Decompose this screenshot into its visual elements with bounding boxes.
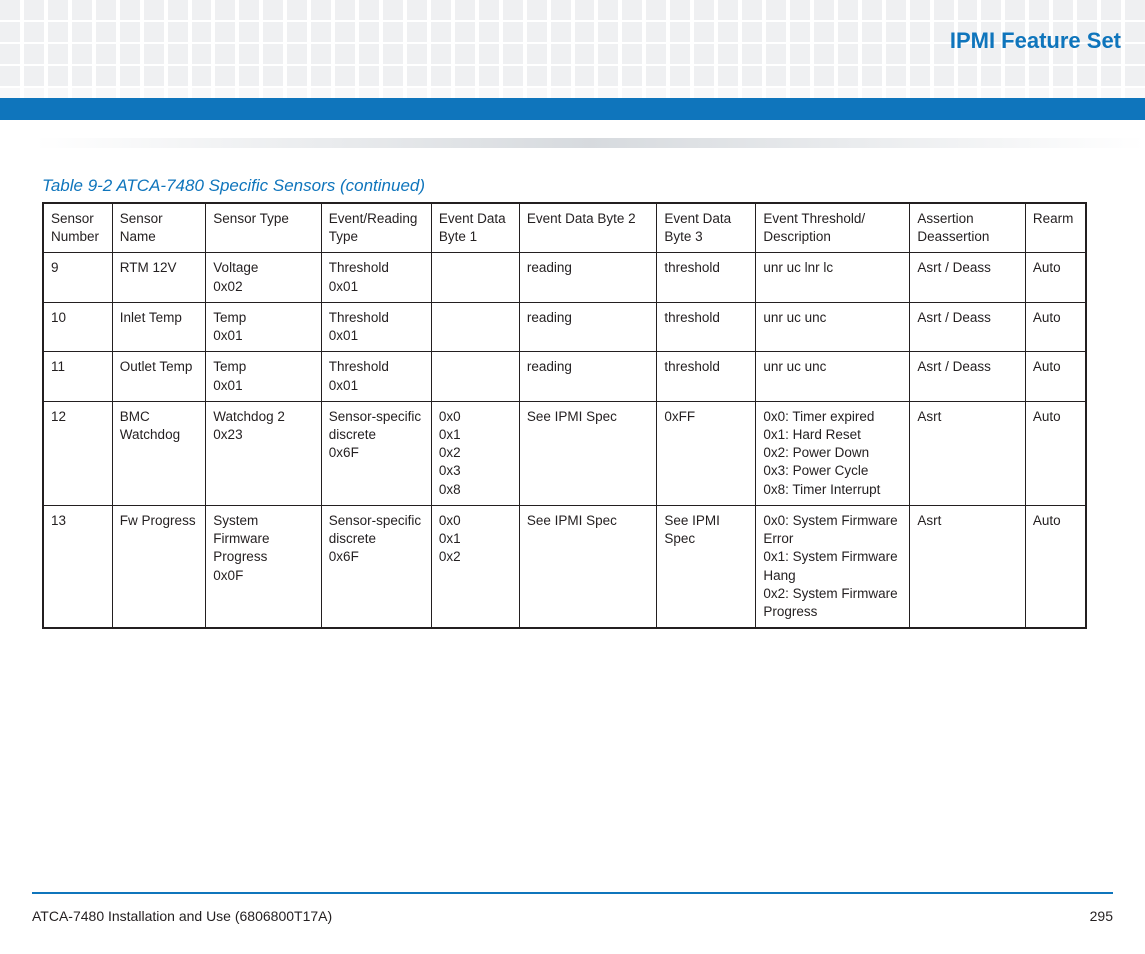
column-header: Event/Reading Type [321, 203, 431, 253]
decorative-squares-row-4 [0, 66, 1145, 86]
sensor-table: Sensor NumberSensor NameSensor TypeEvent… [42, 202, 1087, 629]
table-cell: Auto [1025, 352, 1086, 401]
footer-rule [32, 892, 1113, 894]
table-cell: unr uc unc [756, 352, 910, 401]
table-row: 13Fw ProgressSystem Firmware Progress 0x… [43, 505, 1086, 628]
table-cell: 11 [43, 352, 112, 401]
table-cell: reading [519, 352, 657, 401]
table-cell: 0x0 0x1 0x2 0x3 0x8 [431, 401, 519, 505]
table-cell: reading [519, 302, 657, 351]
table-cell: RTM 12V [112, 253, 206, 302]
table-cell: threshold [657, 302, 756, 351]
table-cell: unr uc unc [756, 302, 910, 351]
table-cell: 13 [43, 505, 112, 628]
table-cell [431, 352, 519, 401]
table-cell: reading [519, 253, 657, 302]
table-cell: Inlet Temp [112, 302, 206, 351]
column-header: Event Data Byte 3 [657, 203, 756, 253]
table-cell: See IPMI Spec [657, 505, 756, 628]
table-cell: Threshold 0x01 [321, 352, 431, 401]
footer-doc-title: ATCA-7480 Installation and Use (6806800T… [32, 908, 332, 924]
table-cell: BMC Watchdog [112, 401, 206, 505]
table-cell: Sensor-specific discrete 0x6F [321, 401, 431, 505]
table-cell: Fw Progress [112, 505, 206, 628]
table-cell: unr uc lnr lc [756, 253, 910, 302]
table-cell: Asrt / Deass [910, 302, 1026, 351]
table-cell: Temp 0x01 [206, 352, 322, 401]
page: IPMI Feature Set Table 9-2 ATCA-7480 Spe… [0, 0, 1145, 954]
table-cell: Auto [1025, 401, 1086, 505]
table-row: 12BMC WatchdogWatchdog 2 0x23Sensor-spec… [43, 401, 1086, 505]
table-cell: Asrt / Deass [910, 253, 1026, 302]
table-cell: See IPMI Spec [519, 401, 657, 505]
table-cell: Threshold 0x01 [321, 253, 431, 302]
header-gradient-ribbon [35, 138, 1145, 148]
table-cell: Voltage 0x02 [206, 253, 322, 302]
table-cell: Asrt [910, 505, 1026, 628]
decorative-squares-row-1 [0, 0, 1145, 20]
column-header: Event Data Byte 1 [431, 203, 519, 253]
table-cell: Auto [1025, 505, 1086, 628]
table-cell: Sensor-specific discrete 0x6F [321, 505, 431, 628]
column-header: Rearm [1025, 203, 1086, 253]
table-cell: 10 [43, 302, 112, 351]
column-header: Event Threshold/ Description [756, 203, 910, 253]
table-row: 11Outlet TempTemp 0x01Threshold 0x01 read… [43, 352, 1086, 401]
table-cell: Asrt [910, 401, 1026, 505]
header-blue-bar [0, 98, 1145, 120]
section-title: IPMI Feature Set [950, 28, 1121, 54]
footer-page-number: 295 [1090, 908, 1113, 924]
table-cell: Asrt / Deass [910, 352, 1026, 401]
table-cell: Watchdog 2 0x23 [206, 401, 322, 505]
table-row: 10Inlet TempTemp 0x01Threshold 0x01 readi… [43, 302, 1086, 351]
table-caption: Table 9-2 ATCA-7480 Specific Sensors (co… [42, 176, 425, 196]
table-cell: 9 [43, 253, 112, 302]
table-cell: Temp 0x01 [206, 302, 322, 351]
column-header: Sensor Type [206, 203, 322, 253]
table-cell: Auto [1025, 253, 1086, 302]
table-cell: threshold [657, 352, 756, 401]
column-header: Sensor Name [112, 203, 206, 253]
column-header: Assertion Deassertion [910, 203, 1026, 253]
table-cell: 0x0: Timer expired 0x1: Hard Reset 0x2: … [756, 401, 910, 505]
table-cell: 0x0 0x1 0x2 [431, 505, 519, 628]
table-cell [431, 302, 519, 351]
table-cell: Threshold 0x01 [321, 302, 431, 351]
table-row: 9RTM 12VVoltage 0x02Threshold 0x01 readin… [43, 253, 1086, 302]
column-header: Event Data Byte 2 [519, 203, 657, 253]
table-cell: Auto [1025, 302, 1086, 351]
table-cell: See IPMI Spec [519, 505, 657, 628]
table-cell: 0x0: System Firmware Error 0x1: System F… [756, 505, 910, 628]
table-cell: threshold [657, 253, 756, 302]
table-cell: System Firmware Progress 0x0F [206, 505, 322, 628]
table-cell [431, 253, 519, 302]
table-cell: 12 [43, 401, 112, 505]
column-header: Sensor Number [43, 203, 112, 253]
table-cell: 0xFF [657, 401, 756, 505]
table-cell: Outlet Temp [112, 352, 206, 401]
